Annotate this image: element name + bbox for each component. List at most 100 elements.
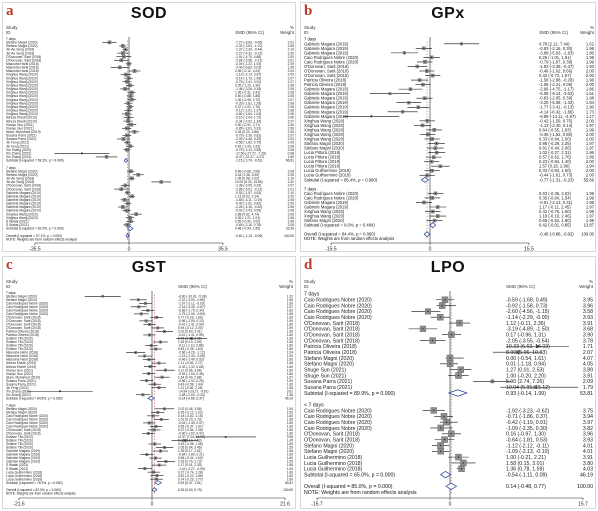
study-name: Xinghua Wang (2020): [6, 94, 38, 98]
study-name: Stefano Magni (2020): [304, 218, 345, 223]
study-name: Susana Parra (2021): [6, 137, 36, 141]
weight-text: 1.54: [287, 351, 293, 355]
weight-text: 2.08: [288, 144, 295, 148]
ci-text: 1.58 (0.15, 3.01): [506, 461, 544, 467]
point-estimate: [149, 366, 151, 368]
point-estimate: [159, 341, 162, 343]
weight-text: 1.56: [287, 298, 293, 302]
point-estimate: [127, 116, 130, 119]
weight-text: 2.06: [288, 123, 295, 127]
point-estimate: [140, 313, 142, 315]
study-name: Xinghua Wang (2020): [304, 127, 345, 132]
weight-text: 1.60: [287, 414, 293, 418]
ci-text: -0.84 (-1.89, 0.21): [178, 453, 204, 457]
weight-text: 1.93: [586, 64, 595, 69]
panel-title: SOD: [130, 5, 168, 22]
weight-text: 100.00: [581, 232, 594, 237]
ci-text: 1.51 (0.29, 2.73): [178, 418, 202, 422]
weight-text: 1.59: [287, 410, 293, 414]
subgroup-label: 7 days: [6, 37, 16, 41]
ci-text: 0.33 (-0.84, 1.50): [539, 136, 572, 141]
ci-text: -0.92 (-2.43, 0.59): [235, 209, 261, 213]
ci-text: -2.27 (-4.32, -0.22): [235, 51, 262, 55]
ci-text: -1.77 (-3.41, -0.13): [539, 105, 574, 110]
study-name: Patricia Oliveira (2018): [304, 350, 357, 356]
weight-text: 2.08: [288, 109, 295, 113]
subtotal-diamond: [447, 389, 468, 397]
ci-text: 1.05 (-0.31, 2.41): [235, 91, 260, 95]
point-estimate: [142, 394, 144, 396]
ci-text: -2.05 (-3.55, -0.54): [506, 338, 550, 344]
study-name: Gabriele Magara (2019): [304, 105, 349, 110]
point-estimate: [128, 63, 130, 65]
point-estimate: [434, 147, 436, 149]
weight-text: 2.07: [288, 80, 295, 84]
study-name: Xinghua Wang (2020): [6, 112, 38, 116]
ci-text: -2.09 (-4.48, 0.30): [235, 137, 261, 141]
study-name: S Wadai (2021): [6, 219, 29, 223]
study-name: O'Donovan, Sarit (2018): [304, 68, 349, 73]
point-estimate: [138, 306, 140, 308]
point-estimate: [433, 156, 435, 158]
study-name: Masooha Harid (2018): [6, 354, 38, 358]
panel-letter: c: [6, 257, 13, 273]
study-name: Xin Zhang (2021): [6, 389, 31, 393]
weight-text: 1.60: [287, 333, 293, 337]
point-estimate: [416, 65, 418, 68]
ci-text: 2.68 (0.62, 4.74): [235, 212, 259, 216]
ci-text: -0.42 (-1.19, 0.91): [506, 420, 548, 426]
weight-text: 1.60: [287, 421, 293, 425]
subtotal-diamond: [439, 470, 452, 479]
ci-text: -3.19 (-4.89, -1.50): [506, 327, 550, 333]
ci-text: 0.42 (-0.01, 0.85): [539, 223, 572, 228]
x-tick-label: -35.5: [29, 247, 41, 253]
point-estimate: [457, 374, 460, 377]
point-estimate: [133, 131, 136, 133]
weight-text: 53.81: [580, 391, 593, 397]
subgroup-label: 7 days: [304, 292, 320, 298]
ci-text: 0.00 (-0.54, 1.61): [506, 356, 546, 362]
ci-text: -0.54 (-1.11, 0.09): [506, 472, 547, 478]
study-name: Xinghua Wang (2020): [304, 136, 345, 141]
study-name: Stefano Magni (2020): [304, 356, 354, 362]
weight-text: 2.00: [586, 168, 595, 173]
ci-text: 0.42 (-0.76, 1.60): [539, 209, 572, 214]
study-name: Stefano Magni (2020): [6, 44, 38, 48]
ci-text: 0.81 (-0.44, 2.06): [539, 146, 572, 151]
point-estimate: [436, 152, 438, 154]
point-estimate: [437, 215, 439, 217]
point-estimate: [154, 443, 156, 445]
point-estimate: [127, 192, 129, 194]
ci-text: 6.45 (3.94, 8.96): [178, 337, 202, 341]
weight-text: 2.01: [288, 187, 295, 191]
study-name: Xinghua Wang (2020): [304, 209, 345, 214]
ci-text: 3.44 (1.38, 5.50): [235, 173, 259, 177]
ci-text: -1.09 (-2.13, -0.10): [506, 449, 550, 455]
point-estimate: [154, 383, 156, 385]
weight-text: 3.75: [583, 408, 593, 414]
x-tick-label: 0: [151, 502, 154, 508]
weight-text: 1.58: [287, 386, 293, 390]
header-effect: SMD (95% CI): [235, 30, 265, 35]
weight-text: 1.55: [287, 446, 293, 450]
weight-text: 1.60: [287, 432, 293, 436]
point-estimate: [165, 460, 167, 463]
weight-text: 2.05: [288, 73, 295, 77]
ci-text: -0.44 (-1.45, 0.57): [178, 421, 204, 425]
ci-text: -0.83 (-2.05, 0.39): [539, 96, 573, 101]
study-name: Susana Parra (2021): [304, 385, 352, 391]
study-name: Sofiane Tlili (2020): [6, 442, 33, 446]
point-estimate: [126, 141, 129, 144]
overall-diamond: [151, 487, 158, 493]
weight-text: 1.60: [287, 308, 293, 312]
point-estimate: [439, 316, 441, 318]
weight-text: 2.08: [288, 216, 295, 220]
ci-text: -0.52 (-1.57, 0.53): [235, 191, 261, 195]
point-estimate: [458, 322, 461, 324]
study-name: Gabriele Magara (2019): [304, 114, 349, 119]
weight-text: 1.60: [287, 347, 293, 351]
ci-text: 1.36 (0.78, 1.59): [506, 467, 544, 473]
point-estimate: [150, 344, 152, 347]
weight-text: 1.95: [288, 66, 295, 70]
